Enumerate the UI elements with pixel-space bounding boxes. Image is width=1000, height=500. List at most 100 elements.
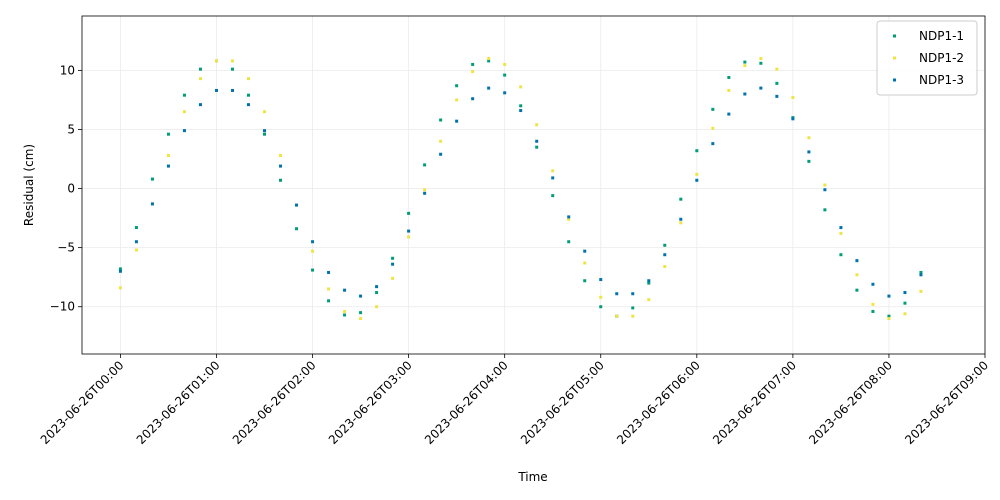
point — [375, 285, 379, 289]
point — [519, 85, 523, 89]
point — [823, 208, 827, 212]
point — [134, 248, 138, 252]
point — [166, 132, 170, 136]
point — [134, 240, 138, 244]
point — [775, 81, 779, 85]
point — [263, 110, 267, 114]
point — [423, 163, 427, 167]
point — [247, 77, 251, 81]
point — [903, 301, 907, 305]
point — [263, 129, 267, 133]
point — [903, 312, 907, 316]
point — [791, 96, 795, 100]
point — [535, 139, 539, 143]
point — [631, 314, 635, 318]
point — [855, 259, 859, 263]
point — [839, 253, 843, 257]
point — [311, 268, 315, 272]
point — [455, 98, 459, 102]
point — [247, 93, 251, 97]
point — [407, 235, 411, 239]
x-tick-label: 2023-06-26T08:00 — [806, 358, 895, 447]
point — [647, 279, 651, 283]
point — [903, 291, 907, 295]
point — [663, 253, 667, 257]
point — [727, 112, 731, 116]
x-tick-label: 2023-06-26T04:00 — [422, 358, 511, 447]
point — [150, 202, 154, 206]
point — [743, 64, 747, 68]
legend-marker — [893, 34, 896, 38]
point — [919, 273, 923, 277]
y-tick-label: 0 — [67, 182, 75, 196]
point — [198, 67, 202, 71]
point — [855, 288, 859, 292]
point — [311, 240, 315, 244]
point — [855, 273, 859, 277]
point — [247, 103, 251, 107]
point — [679, 221, 683, 225]
point — [359, 311, 363, 315]
point — [583, 279, 587, 283]
legend-label: NDP1-1 — [919, 29, 964, 43]
point — [743, 92, 747, 96]
point — [503, 62, 507, 66]
point — [727, 75, 731, 79]
point — [423, 188, 427, 192]
point — [791, 117, 795, 121]
legend-marker — [893, 78, 896, 82]
point — [679, 197, 683, 201]
point — [150, 177, 154, 181]
point — [599, 295, 603, 299]
legend-box — [876, 20, 978, 96]
point — [214, 59, 218, 63]
point — [679, 217, 683, 221]
point — [375, 305, 379, 309]
point — [471, 70, 475, 74]
point — [166, 153, 170, 157]
point — [118, 286, 122, 290]
point — [279, 164, 283, 168]
point — [807, 159, 811, 163]
point — [759, 86, 763, 90]
point — [455, 119, 459, 123]
point — [166, 164, 170, 168]
point — [182, 129, 186, 133]
y-axis-label: Residual (cm) — [22, 144, 36, 226]
point — [551, 169, 555, 173]
point — [695, 149, 699, 153]
point — [487, 59, 491, 63]
point — [327, 287, 331, 291]
point — [775, 94, 779, 98]
point — [343, 288, 347, 292]
point — [407, 211, 411, 215]
point — [487, 86, 491, 90]
point — [759, 61, 763, 65]
point — [455, 84, 459, 88]
point — [887, 294, 891, 298]
point — [871, 302, 875, 306]
point — [871, 282, 875, 286]
point — [295, 203, 299, 207]
point — [359, 317, 363, 321]
point — [759, 57, 763, 61]
y-tick-label: −10 — [50, 300, 75, 314]
point — [919, 289, 923, 293]
point — [471, 62, 475, 66]
point — [263, 132, 267, 136]
plot-frame — [81, 15, 986, 355]
point — [231, 67, 234, 71]
point — [807, 136, 811, 140]
point — [583, 261, 587, 265]
point — [599, 278, 603, 282]
point — [535, 123, 539, 127]
x-tick-label: 2023-06-26T02:00 — [230, 358, 319, 447]
point — [583, 249, 587, 253]
point — [839, 226, 843, 230]
y-tick-label: 5 — [67, 122, 75, 136]
point — [743, 60, 747, 64]
point — [807, 150, 811, 154]
point — [631, 306, 635, 310]
point — [182, 93, 186, 97]
